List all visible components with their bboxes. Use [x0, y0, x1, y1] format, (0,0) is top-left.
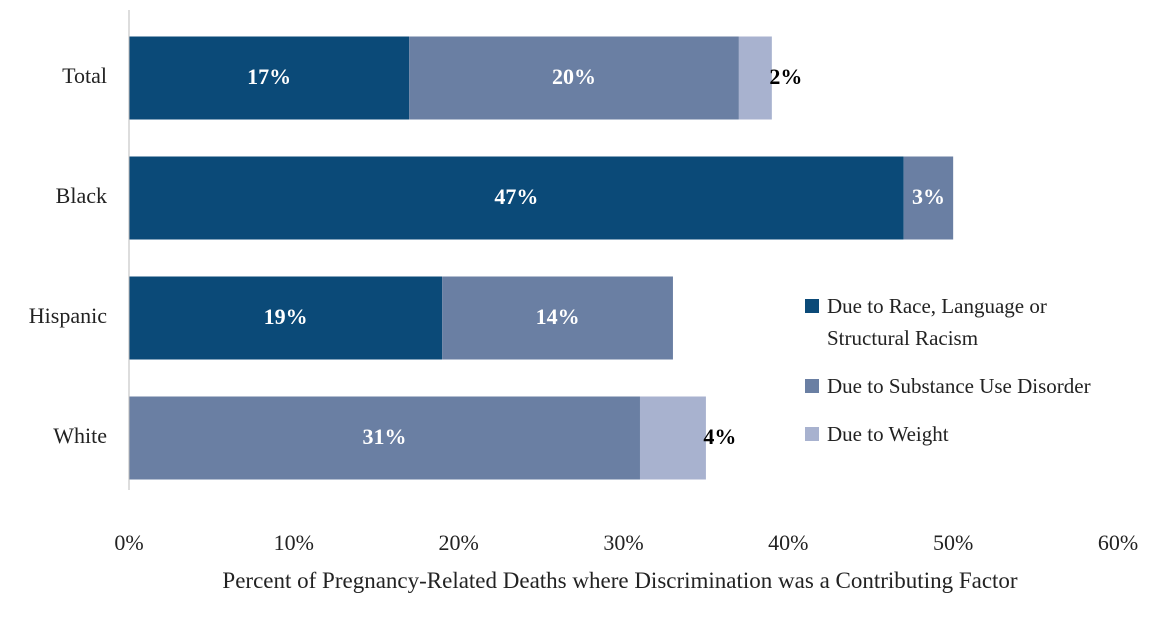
bar-segment: [409, 36, 739, 120]
y-tick-label: Black: [56, 183, 107, 208]
bar-segment: [738, 36, 772, 120]
x-tick-label: 60%: [1098, 530, 1138, 555]
bar-segment: [129, 276, 443, 360]
bar-segment: [129, 36, 410, 120]
data-label: 20%: [552, 64, 596, 89]
x-tick-label: 20%: [439, 530, 479, 555]
bar-segment: [129, 156, 904, 240]
legend-swatch: [805, 427, 819, 441]
data-label: 4%: [703, 424, 736, 449]
bar-segment: [129, 396, 640, 480]
data-label: 47%: [494, 184, 538, 209]
y-tick-label: Total: [62, 63, 107, 88]
x-tick-label: 0%: [114, 530, 143, 555]
legend-item: Due to Race, Language or Structural Raci…: [805, 290, 1155, 354]
x-tick-label: 50%: [933, 530, 973, 555]
x-axis-label: Percent of Pregnancy-Related Deaths wher…: [222, 568, 1018, 593]
data-label: 31%: [362, 424, 406, 449]
x-tick-label: 30%: [603, 530, 643, 555]
bar-segment: [903, 156, 954, 240]
legend: Due to Race, Language or Structural Raci…: [805, 290, 1155, 466]
data-label: 19%: [264, 304, 308, 329]
bar-segment: [639, 396, 706, 480]
x-tick-label: 10%: [274, 530, 314, 555]
legend-item: Due to Substance Use Disorder: [805, 370, 1155, 402]
data-label: 2%: [769, 64, 802, 89]
legend-label: Due to Race, Language or Structural Raci…: [827, 294, 1047, 350]
legend-label: Due to Weight: [827, 422, 949, 446]
legend-swatch: [805, 299, 819, 313]
y-tick-label: Hispanic: [29, 303, 107, 328]
y-tick-label: White: [53, 423, 107, 448]
legend-label: Due to Substance Use Disorder: [827, 374, 1091, 398]
data-label: 17%: [247, 64, 291, 89]
data-label: 3%: [912, 184, 945, 209]
bar-segment: [442, 276, 673, 360]
data-label: 14%: [536, 304, 580, 329]
x-tick-label: 40%: [768, 530, 808, 555]
legend-item: Due to Weight: [805, 418, 1155, 450]
legend-swatch: [805, 379, 819, 393]
